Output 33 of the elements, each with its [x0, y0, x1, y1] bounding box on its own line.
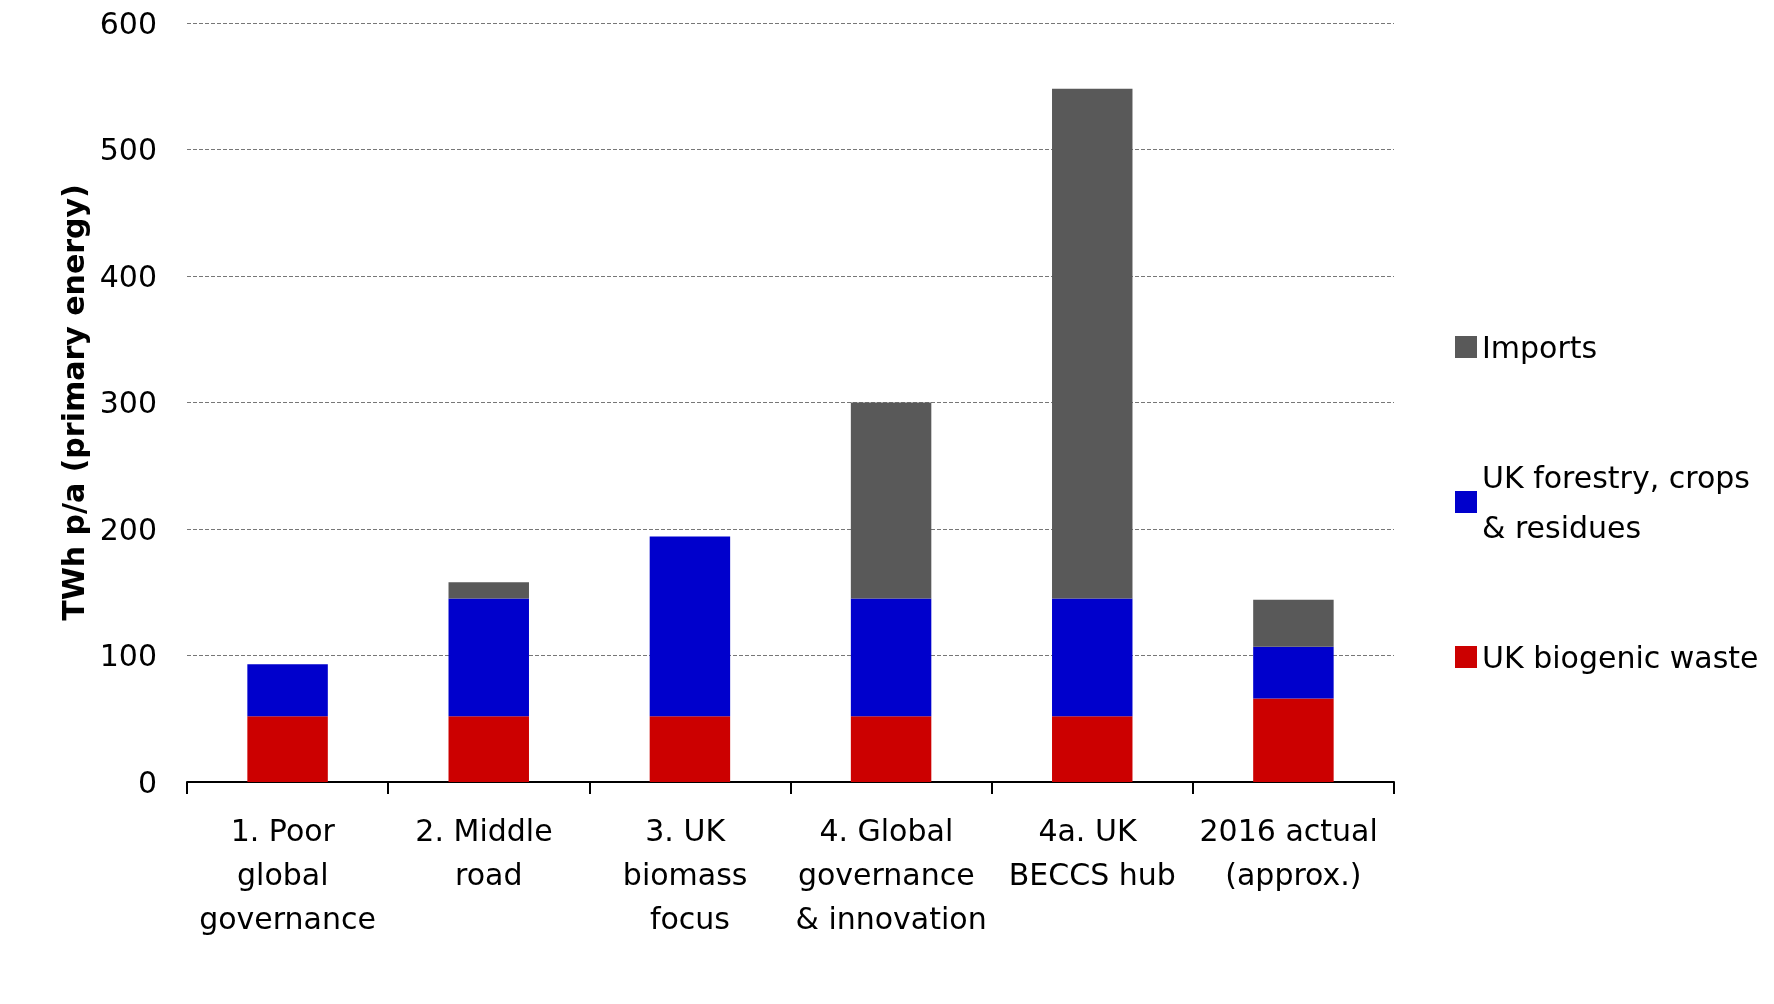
bar [1253, 646, 1334, 699]
y-tick-label: 500 [99, 132, 157, 167]
bar [247, 664, 328, 717]
x-tick-label: 1. Poor global governance [199, 812, 376, 936]
bar [448, 582, 529, 599]
x-tick-label: 4a. UK BECCS hub [1008, 812, 1176, 892]
y-tick-label: 300 [99, 385, 157, 420]
bar [247, 716, 328, 782]
bar [850, 598, 932, 717]
bar [1052, 88, 1133, 599]
legend-label: UK forestry, crops & residues [1482, 459, 1760, 545]
y-tick-label: 0 [137, 764, 157, 800]
y-tick-label: 400 [99, 258, 157, 294]
bar [649, 716, 731, 782]
y-tick-label: 200 [99, 511, 157, 547]
bar [850, 402, 932, 599]
legend-label: Imports [1482, 329, 1598, 365]
legend-label: UK biogenic waste [1482, 639, 1759, 675]
bar [1052, 598, 1133, 717]
bar [649, 536, 731, 717]
x-tick-label: 3. UK biomass focus [622, 812, 757, 936]
x-tick-label: 2016 actual (approx.) [1199, 812, 1388, 892]
x-tick-label: 2. Middle road [415, 812, 563, 892]
y-tick-label: 600 [99, 5, 157, 41]
bar [448, 716, 529, 782]
bar [850, 716, 932, 782]
bar [1253, 599, 1334, 647]
bar [1253, 698, 1334, 782]
y-tick-label: 100 [99, 638, 157, 673]
y-axis-title: TWh p/a (primary energy) [56, 184, 92, 621]
bar [1052, 716, 1133, 782]
x-tick-label: 4. Global governance & innovation [795, 812, 987, 936]
bar [448, 598, 529, 717]
